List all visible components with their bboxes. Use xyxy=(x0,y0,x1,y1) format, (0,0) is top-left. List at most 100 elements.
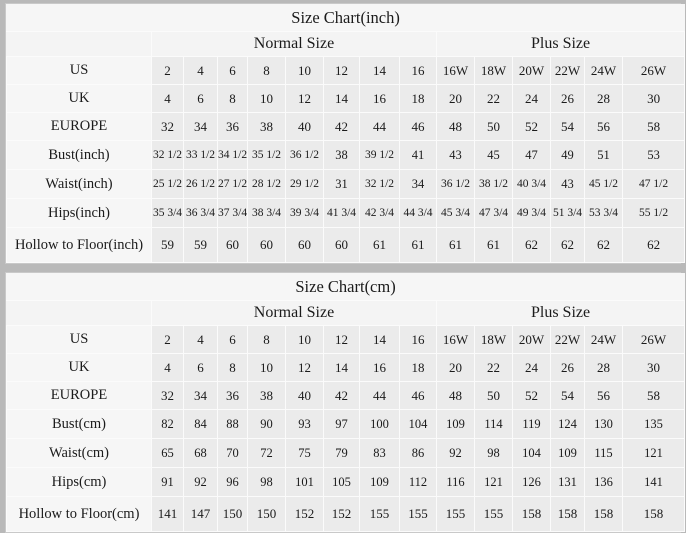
table-cell: 12 xyxy=(285,84,324,113)
table-cell: 20 xyxy=(436,353,475,382)
table-cell: 54 xyxy=(550,381,585,410)
table-cell: 104 xyxy=(512,438,551,468)
table-cell: 26W xyxy=(621,56,686,85)
row-label: EUROPE xyxy=(6,112,152,141)
table-cell: 32 1/2 xyxy=(359,169,400,199)
table-row: US 2 4 6 8 10 12 14 16 16W 18W 20W 22W 24W 26W xyxy=(6,325,686,354)
table-cell: 20 xyxy=(436,84,475,113)
table-cell: 82 xyxy=(151,409,184,439)
table-cell: 22 xyxy=(474,353,513,382)
table-cell: 59 xyxy=(151,227,184,263)
table-cell: 10 xyxy=(247,84,286,113)
table-cell: 44 xyxy=(359,112,400,141)
table-cell: 14 xyxy=(359,325,400,354)
table-cell: 130 xyxy=(584,409,623,439)
table-cell: 36 3/4 xyxy=(183,198,218,228)
table-cell: 41 3/4 xyxy=(323,198,360,228)
table-cell: 61 xyxy=(399,227,437,263)
group-header-normal-size: Normal Size xyxy=(151,31,437,57)
table-cell: 16W xyxy=(436,325,475,354)
table-cell: 28 xyxy=(584,84,623,113)
table-cell: 42 3/4 xyxy=(359,198,400,228)
table-row: Hollow to Floor(cm) 141 147 150 150 152 152 155… xyxy=(6,496,686,532)
table-cell: 39 3/4 xyxy=(285,198,324,228)
table-cell: 54 xyxy=(550,112,585,141)
table-cell: 55 1/2 xyxy=(621,198,686,228)
table-cell: 39 1/2 xyxy=(359,140,400,170)
table-cell: 92 xyxy=(436,438,475,468)
table-cell: 30 xyxy=(621,84,686,113)
row-label: Hips(inch) xyxy=(6,198,152,228)
table-row: EUROPE 32 34 36 38 40 42 44 46 48 50 52 54 56 58 xyxy=(6,381,686,410)
table-cell: 38 xyxy=(247,112,286,141)
table-cell: 60 xyxy=(323,227,360,263)
table-cell: 88 xyxy=(217,409,248,439)
table-cell: 101 xyxy=(285,467,324,497)
table-cell: 8 xyxy=(217,84,248,113)
table-cell: 24 xyxy=(512,353,551,382)
table-cell: 75 xyxy=(285,438,324,468)
charts-container: Size Chart(inch) Normal Size Plus Size US 2 4… xyxy=(5,3,686,533)
table-cell: 136 xyxy=(584,467,623,497)
table-cell: 34 xyxy=(183,381,218,410)
table-cell: 46 xyxy=(399,112,437,141)
table-cell: 40 3/4 xyxy=(512,169,551,199)
table-row: Hollow to Floor(inch) 59 59 60 60 60 60 61 61 61 6… xyxy=(6,227,686,263)
table-row: Bust(cm) 82 84 88 90 93 97 100 104 109 114 119 124 13… xyxy=(6,409,686,439)
table-cell: 59 xyxy=(183,227,218,263)
table-cell: 14 xyxy=(323,353,360,382)
table-cell: 30 xyxy=(621,353,686,382)
row-label: Bust(cm) xyxy=(6,409,152,439)
table-cell: 48 xyxy=(436,381,475,410)
table-cell: 22W xyxy=(550,325,585,354)
table-cell: 45 3/4 xyxy=(436,198,475,228)
table-cell: 6 xyxy=(183,84,218,113)
table-cell: 43 xyxy=(436,140,475,170)
table-cell: 6 xyxy=(217,56,248,85)
table-cell: 47 1/2 xyxy=(621,169,686,199)
table-cell: 38 3/4 xyxy=(247,198,286,228)
table-cell: 124 xyxy=(550,409,585,439)
table-cell: 97 xyxy=(323,409,360,439)
table-cell: 32 xyxy=(151,112,184,141)
table-cell: 44 xyxy=(359,381,400,410)
row-label: Hollow to Floor(cm) xyxy=(6,496,152,532)
group-header-row: Normal Size Plus Size xyxy=(6,300,686,326)
table-cell: 8 xyxy=(247,56,286,85)
table-cell: 18 xyxy=(399,84,437,113)
table-cell: 61 xyxy=(436,227,475,263)
table-cell: 83 xyxy=(359,438,400,468)
row-label: Waist(cm) xyxy=(6,438,152,468)
table-cell: 100 xyxy=(359,409,400,439)
table-cell: 135 xyxy=(621,409,686,439)
table-cell: 61 xyxy=(359,227,400,263)
row-label: US xyxy=(6,56,152,85)
group-header-plus-size: Plus Size xyxy=(435,300,686,326)
group-header-plus-size: Plus Size xyxy=(435,31,686,57)
table-cell: 93 xyxy=(285,409,324,439)
table-cell: 20W xyxy=(512,56,551,85)
table-cell: 56 xyxy=(584,112,623,141)
table-cell: 40 xyxy=(285,112,324,141)
table-cell: 31 xyxy=(323,169,360,199)
table-row: US 2 4 6 8 10 12 14 16 16W 18W 20W 22W 24W 26W xyxy=(6,56,686,85)
table-cell: 50 xyxy=(474,381,513,410)
table-cell: 34 xyxy=(183,112,218,141)
table-row: Waist(inch) 25 1/2 26 1/2 27 1/2 28 1/2 29 1/… xyxy=(6,169,686,199)
table-cell: 10 xyxy=(285,325,324,354)
chart-title: Size Chart(inch) xyxy=(5,4,686,32)
table-cell: 109 xyxy=(436,409,475,439)
table-cell: 92 xyxy=(183,467,218,497)
table-cell: 96 xyxy=(217,467,248,497)
table-cell: 50 xyxy=(474,112,513,141)
table-cell: 16W xyxy=(436,56,475,85)
table-cell: 112 xyxy=(399,467,437,497)
table-cell: 38 xyxy=(247,381,286,410)
group-header-spacer xyxy=(6,300,152,326)
size-table-cm: Size Chart(cm) Normal Size Plus Size US 2 4 6 8… xyxy=(5,273,686,532)
table-cell: 60 xyxy=(285,227,324,263)
table-cell: 34 xyxy=(399,169,437,199)
table-cell: 25 1/2 xyxy=(151,169,184,199)
table-cell: 2 xyxy=(151,56,184,85)
table-cell: 14 xyxy=(323,84,360,113)
